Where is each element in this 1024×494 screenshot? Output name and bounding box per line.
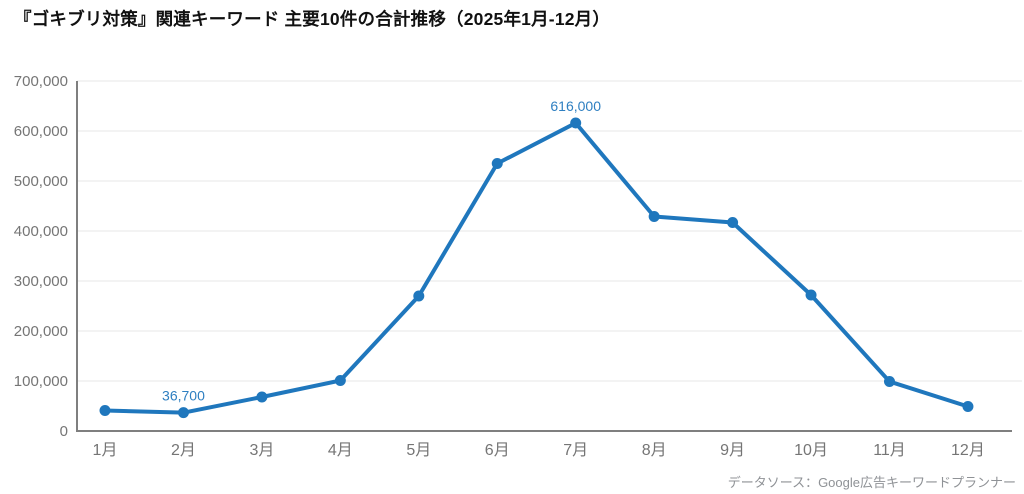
x-tick-label: 7月 [563, 442, 588, 459]
x-tick-label: 2月 [171, 442, 196, 459]
chart-title: 『ゴキブリ対策』関連キーワード 主要10件の合計推移（2025年1月-12月） [14, 9, 611, 29]
y-tick-label: 200,000 [14, 323, 68, 340]
data-point-3月 [256, 391, 268, 403]
trend-line [103, 121, 970, 415]
x-tick-label: 10月 [794, 442, 828, 459]
data-point-7月 [570, 117, 582, 129]
y-tick-label: 500,000 [14, 173, 68, 190]
data-point-8月 [648, 211, 660, 222]
y-tick-label: 700,000 [14, 73, 68, 90]
x-tick-label: 4月 [328, 442, 353, 459]
y-tick-label: 600,000 [14, 123, 68, 140]
x-tick-label: 6月 [485, 442, 510, 459]
x-tick-label: 11月 [873, 442, 906, 459]
data-point-6月 [491, 158, 503, 169]
point-value-label: 616,000 [550, 98, 601, 114]
x-tick-label: 3月 [249, 442, 274, 459]
data-source-note: データソース：Google広告キーワードプランナー [727, 475, 1016, 490]
x-tick-label: 9月 [720, 442, 745, 459]
x-tick-label: 12月 [951, 442, 985, 459]
data-point-9月 [727, 217, 739, 228]
data-point-1月 [99, 405, 111, 416]
y-tick-label: 300,000 [14, 273, 68, 290]
data-point-4月 [334, 375, 346, 386]
data-point-2月 [177, 407, 189, 419]
y-tick-label: 0 [60, 423, 68, 440]
data-point-11月 [884, 376, 895, 387]
y-tick-label: 100,000 [14, 373, 68, 390]
data-point-10月 [805, 289, 817, 301]
y-tick-label: 400,000 [14, 223, 68, 240]
x-tick-label: 5月 [406, 442, 431, 459]
data-point-12月 [962, 401, 974, 412]
point-value-label: 36,700 [162, 388, 205, 404]
x-tick-label: 1月 [93, 442, 118, 459]
x-tick-label: 8月 [642, 442, 667, 459]
data-point-5月 [413, 290, 425, 302]
